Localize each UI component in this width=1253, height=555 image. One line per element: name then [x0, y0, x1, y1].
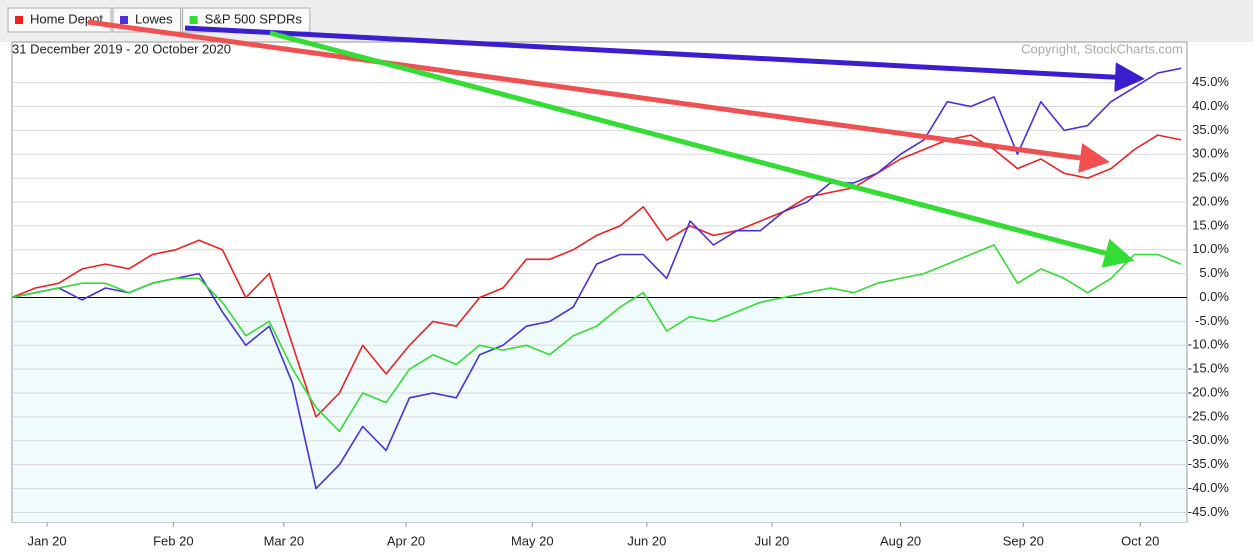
legend-item: Home Depot	[7, 7, 112, 33]
annotation-arrows	[87, 19, 1145, 268]
y-tick-label: 5.0%	[1199, 265, 1229, 280]
x-tick-label: Sep 20	[1003, 533, 1044, 548]
y-tick-label: -15.0%	[1188, 361, 1230, 376]
y-tick-label: 10.0%	[1192, 241, 1229, 256]
y-tick-label: -40.0%	[1188, 480, 1230, 495]
x-tick-label: Apr 20	[387, 533, 425, 548]
y-tick-label: -25.0%	[1188, 408, 1230, 423]
y-tick-label: -10.0%	[1188, 337, 1230, 352]
legend-label: Home Depot	[30, 11, 103, 26]
series-line	[11, 244, 1182, 433]
legend-label: S&P 500 SPDRs	[205, 11, 303, 26]
arrow	[269, 30, 1135, 268]
legend-swatch	[119, 16, 128, 24]
y-tick-label: 25.0%	[1192, 170, 1229, 185]
y-tick-label: 30.0%	[1192, 146, 1229, 161]
y-tick-label: -35.0%	[1188, 456, 1230, 471]
y-tick-label: 35.0%	[1192, 122, 1229, 137]
y-tick-label: 15.0%	[1192, 217, 1229, 232]
x-tick-label: Feb 20	[153, 533, 193, 548]
y-tick-label: 20.0%	[1192, 193, 1229, 208]
y-tick-label: -5.0%	[1195, 313, 1229, 328]
y-tick-label: -30.0%	[1188, 432, 1230, 447]
negative-zone	[12, 297, 1187, 522]
arrow	[87, 19, 1110, 173]
x-tick-label: Mar 20	[264, 533, 304, 548]
subtitle: 31 December 2019 - 20 October 2020	[12, 41, 231, 56]
y-tick-label: 45.0%	[1192, 74, 1229, 89]
arrow	[184, 25, 1145, 93]
copyright: Copyright, StockCharts.com	[1021, 41, 1183, 56]
x-tick-label: Jan 20	[28, 533, 67, 548]
legend-box	[7, 7, 112, 33]
y-tick-label: -20.0%	[1188, 384, 1230, 399]
x-tick-label: Oct 20	[1121, 533, 1159, 548]
legend-label: Lowes	[135, 11, 173, 26]
y-tick-label: 0.0%	[1199, 289, 1229, 304]
x-tick-label: Aug 20	[880, 533, 921, 548]
x-tick-label: Jun 20	[627, 533, 666, 548]
x-tick-label: May 20	[511, 533, 554, 548]
y-tick-label: 40.0%	[1192, 98, 1229, 113]
y-tick-label: -45.0%	[1188, 504, 1230, 519]
legend-swatch	[15, 16, 23, 24]
x-tick-label: Jul 20	[755, 533, 790, 548]
legend-swatch	[189, 16, 198, 24]
